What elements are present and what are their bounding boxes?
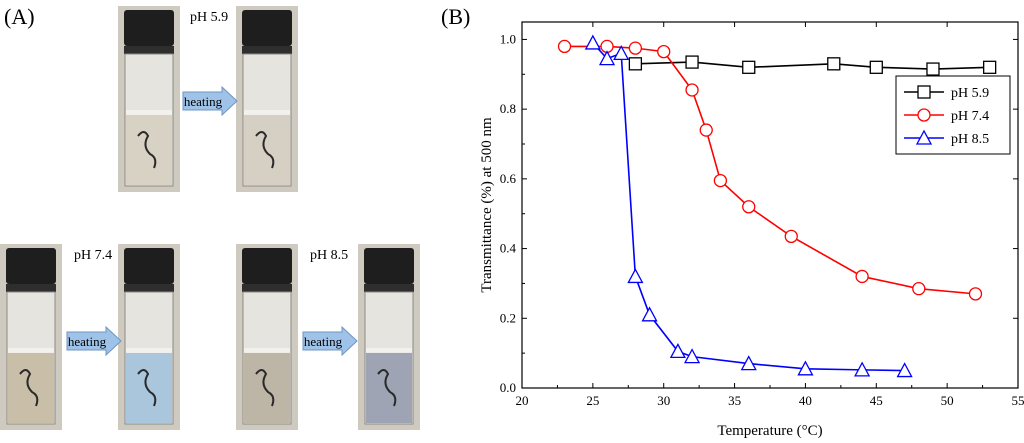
data-point-0-3 [827, 57, 841, 71]
x-tick-label: 20 [516, 393, 529, 408]
legend-marker [917, 85, 931, 99]
legend-entry: pH 7.4 [951, 109, 989, 124]
heating-label: heating [304, 334, 343, 349]
data-point-2-10 [896, 362, 913, 378]
data-point-0-1 [685, 55, 699, 69]
vial-before-0 [118, 6, 180, 192]
ph-label-2: pH 8.5 [310, 248, 349, 263]
data-point-1-4 [685, 83, 699, 97]
vial-after-0 [236, 6, 298, 192]
data-point-2-2 [613, 45, 630, 61]
y-tick-label: 0.4 [500, 241, 517, 256]
data-point-0-2 [742, 60, 756, 74]
data-point-1-5 [699, 123, 713, 137]
vial-after-2 [358, 244, 420, 430]
x-tick-label: 35 [728, 393, 741, 408]
data-point-0-5 [926, 62, 940, 76]
panel-a-label: (A) [4, 4, 35, 29]
y-tick-label: 0.6 [500, 171, 517, 186]
x-tick-label: 30 [657, 393, 670, 408]
vial-before-2 [236, 244, 298, 430]
data-point-0-4 [869, 60, 883, 74]
heating-label: heating [184, 94, 223, 109]
y-tick-label: 0.0 [500, 380, 516, 395]
data-point-1-8 [784, 229, 798, 244]
vial-after-1 [118, 244, 180, 430]
data-point-1-0 [557, 39, 572, 54]
y-axis-label: Transmittance (%) at 500 nm [479, 117, 495, 293]
x-tick-label: 40 [799, 393, 812, 408]
y-tick-label: 0.2 [500, 310, 516, 325]
data-point-1-10 [912, 282, 926, 296]
ph-label-1: pH 7.4 [74, 248, 113, 263]
data-point-2-6 [683, 348, 701, 364]
legend-entry: pH 8.5 [951, 132, 989, 147]
panel-b-label: (B) [441, 4, 471, 29]
data-point-1-6 [713, 173, 728, 188]
heating-label: heating [68, 334, 107, 349]
vial-before-1 [0, 244, 62, 430]
data-point-2-9 [854, 361, 871, 377]
data-point-1-3 [657, 44, 671, 59]
x-tick-label: 50 [941, 393, 954, 408]
data-point-2-4 [641, 306, 658, 322]
data-point-2-1 [598, 50, 616, 66]
data-point-2-0 [584, 34, 601, 50]
x-tick-label: 45 [870, 393, 883, 408]
legend-marker [917, 108, 931, 122]
data-point-0-0 [628, 57, 643, 71]
data-point-1-2 [628, 41, 643, 55]
data-point-1-9 [855, 269, 869, 284]
data-point-2-5 [669, 343, 686, 359]
y-tick-label: 0.8 [500, 101, 516, 116]
data-point-2-8 [797, 360, 814, 376]
legend-entry: pH 5.9 [951, 86, 989, 101]
heating-arrow-2: heating [302, 326, 358, 356]
legend-marker [915, 129, 933, 145]
heating-arrow-1: heating [66, 326, 122, 356]
x-tick-label: 25 [586, 393, 599, 408]
data-point-1-7 [742, 200, 756, 214]
ph-label-0: pH 5.9 [190, 10, 229, 25]
y-tick-label: 1.0 [500, 31, 516, 46]
data-point-2-3 [627, 268, 644, 284]
data-point-0-6 [983, 60, 997, 74]
heating-arrow-0: heating [182, 86, 238, 116]
data-point-1-11 [968, 287, 983, 301]
x-axis-label: Temperature (°C) [717, 423, 822, 439]
data-point-2-7 [740, 355, 757, 371]
x-tick-label: 55 [1012, 393, 1024, 408]
